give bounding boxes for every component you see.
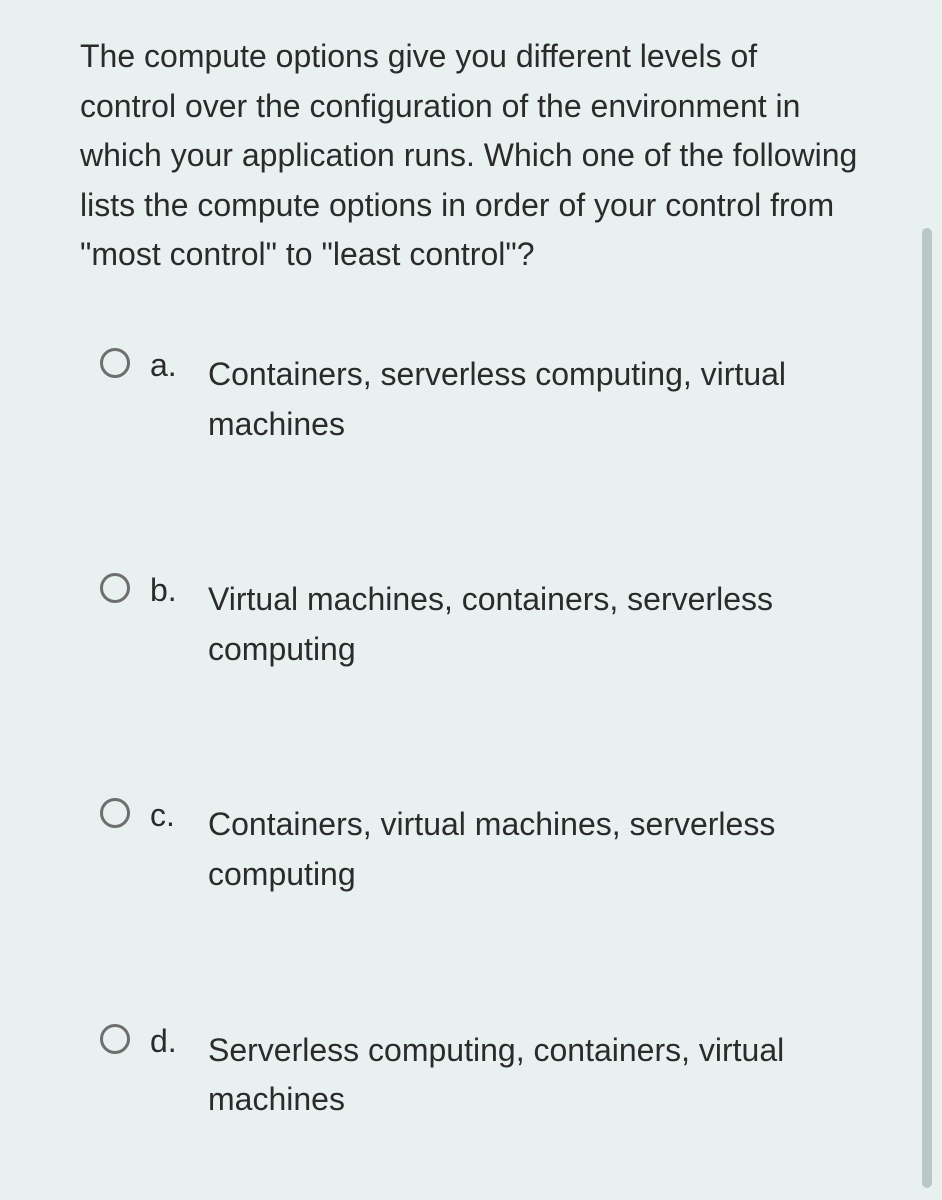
option-c-letter: c. bbox=[150, 796, 188, 834]
scrollbar-track[interactable] bbox=[920, 0, 932, 1200]
radio-d[interactable] bbox=[100, 1024, 130, 1054]
radio-c[interactable] bbox=[100, 798, 130, 828]
scrollbar-thumb[interactable] bbox=[922, 228, 932, 1188]
option-a-letter: a. bbox=[150, 346, 188, 384]
option-a[interactable]: a. Containers, serverless computing, vir… bbox=[80, 344, 862, 449]
radio-a[interactable] bbox=[100, 348, 130, 378]
option-d-text: Serverless computing, containers, virtua… bbox=[208, 1026, 862, 1125]
question-text: The compute options give you different l… bbox=[80, 32, 862, 280]
option-b-text: Virtual machines, containers, serverless… bbox=[208, 575, 862, 674]
question-container: The compute options give you different l… bbox=[0, 0, 942, 1165]
option-d[interactable]: d. Serverless computing, containers, vir… bbox=[80, 1020, 862, 1125]
answer-options: a. Containers, serverless computing, vir… bbox=[80, 344, 862, 1125]
option-d-letter: d. bbox=[150, 1022, 188, 1060]
option-b[interactable]: b. Virtual machines, containers, serverl… bbox=[80, 569, 862, 674]
option-c-text: Containers, virtual machines, serverless… bbox=[208, 800, 862, 899]
radio-b[interactable] bbox=[100, 573, 130, 603]
option-b-letter: b. bbox=[150, 571, 188, 609]
option-c[interactable]: c. Containers, virtual machines, serverl… bbox=[80, 794, 862, 899]
option-a-text: Containers, serverless computing, virtua… bbox=[208, 350, 862, 449]
